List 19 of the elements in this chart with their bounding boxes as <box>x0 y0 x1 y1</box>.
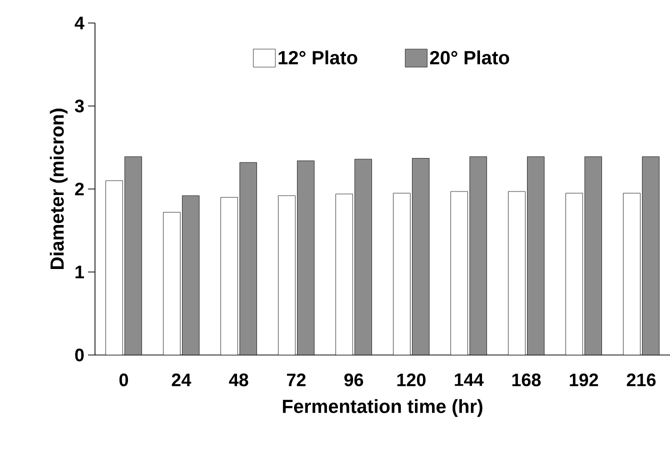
x-tick-label: 96 <box>344 374 364 386</box>
x-tick-label: 48 <box>229 374 248 386</box>
x-tick-label: 144 <box>454 374 484 386</box>
x-axis-title: Fermentation time (hr) <box>282 399 482 417</box>
y-tick-label: 3 <box>74 100 84 112</box>
x-tick-label: 216 <box>626 374 656 386</box>
y-tick-label: 0 <box>75 348 84 362</box>
y-tick-label: 4 <box>74 16 84 30</box>
y-axis-title: Diameter (micron) <box>50 108 68 270</box>
x-tick-label: 72 <box>287 374 306 386</box>
x-tick-label: 192 <box>570 374 598 386</box>
x-tick-label: 0 <box>119 374 128 386</box>
x-tick-label: 24 <box>172 374 192 386</box>
x-tick-label: 168 <box>512 374 541 386</box>
legend-label: 12° Plato <box>278 50 358 64</box>
legend-label: 20° Plato <box>430 50 510 64</box>
y-tick-label: 2 <box>75 182 84 196</box>
x-tick-label: 120 <box>397 374 426 386</box>
y-tick-label: 1 <box>76 266 84 278</box>
